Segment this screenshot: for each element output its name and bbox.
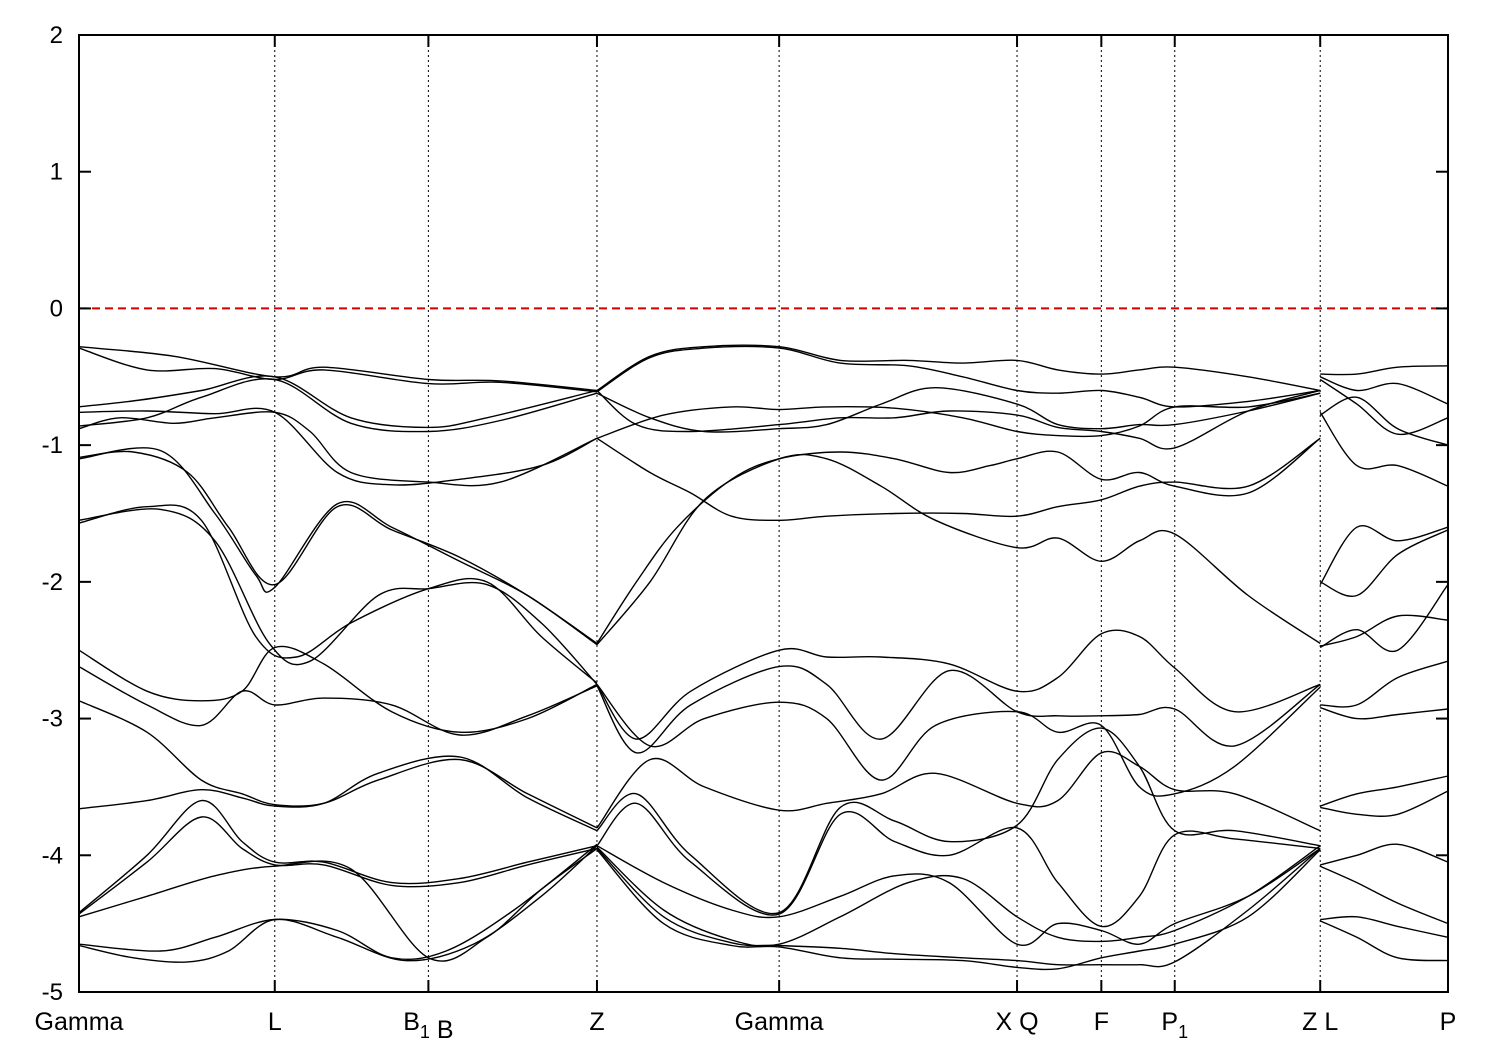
band-line-31 xyxy=(596,727,1321,915)
band-line-45 xyxy=(1319,584,1449,653)
kpoint-label-6: F xyxy=(1094,1008,1109,1036)
band-line-0 xyxy=(78,346,598,392)
band-line-30 xyxy=(596,750,1321,832)
kpoint-label-8: Z L xyxy=(1302,1008,1338,1036)
band-line-34 xyxy=(596,845,1321,947)
band-line-53 xyxy=(1319,920,1449,962)
band-line-9 xyxy=(78,504,598,684)
band-line-50 xyxy=(1320,843,1449,866)
band-line-6 xyxy=(78,450,598,644)
band-line-21 xyxy=(596,386,1321,433)
band-line-15 xyxy=(78,816,598,915)
band-line-47 xyxy=(1319,706,1449,720)
kpoint-label-1: L xyxy=(268,1008,282,1036)
y-tick-label-3: -2 xyxy=(42,569,63,596)
kpoint-label-0: Gamma xyxy=(35,1008,124,1036)
band-line-40 xyxy=(1319,396,1449,446)
kpoint-label-3: Z xyxy=(589,1008,604,1036)
band-line-25 xyxy=(596,437,1321,644)
band-line-24 xyxy=(596,437,1321,522)
band-line-32 xyxy=(596,802,1321,928)
band-line-8 xyxy=(78,508,598,685)
plot-frame xyxy=(78,34,1449,993)
x-axis-kpoint-labels: Gamma L B1 B Z Gamma X Q F P1 Z L P xyxy=(35,35,1457,1044)
band-line-26 xyxy=(596,453,1321,646)
y-tick-label-7: 2 xyxy=(50,22,63,49)
band-line-19 xyxy=(596,344,1321,392)
band-line-38 xyxy=(1319,376,1449,405)
band-line-51 xyxy=(1319,865,1449,925)
band-line-20 xyxy=(596,345,1321,408)
band-line-48 xyxy=(1319,775,1449,807)
y-tick-label-2: -3 xyxy=(42,706,63,733)
kpoint-label-5: X Q xyxy=(995,1008,1038,1036)
band-line-16 xyxy=(78,847,598,962)
band-line-44 xyxy=(1320,614,1449,647)
band-line-43 xyxy=(1319,524,1449,585)
band-line-17 xyxy=(78,843,598,960)
band-line-49 xyxy=(1320,790,1449,817)
kpoint-label-4: Gamma xyxy=(735,1008,824,1036)
band-line-18 xyxy=(78,845,598,963)
band-line-23 xyxy=(596,392,1321,439)
band-line-12 xyxy=(78,700,598,829)
band-line-33 xyxy=(596,845,1321,947)
band-line-42 xyxy=(1319,529,1449,598)
band-line-28 xyxy=(596,665,1321,754)
kpoint-label-9: P xyxy=(1440,1008,1457,1036)
kpoint-label-7: P1 xyxy=(1161,1008,1188,1042)
band-line-13 xyxy=(78,755,598,832)
y-tick-label-1: -4 xyxy=(42,842,63,869)
band-line-37 xyxy=(1320,365,1449,376)
y-tick-label-0: -5 xyxy=(42,979,63,1006)
band-line-2 xyxy=(78,375,598,429)
band-line-1 xyxy=(78,347,598,393)
band-line-29 xyxy=(596,683,1321,797)
y-tick-label-6: 1 xyxy=(50,159,63,186)
band-line-14 xyxy=(78,799,598,914)
band-line-22 xyxy=(596,389,1321,450)
band-line-52 xyxy=(1320,915,1449,938)
band-line-27 xyxy=(596,629,1321,740)
kpoint-label-2: B1 B xyxy=(403,1008,453,1044)
y-tick-label-4: -1 xyxy=(42,432,63,459)
band-lines xyxy=(78,344,1449,971)
band-line-7 xyxy=(78,447,598,646)
band-line-5 xyxy=(78,411,598,487)
band-line-41 xyxy=(1319,411,1449,487)
band-line-35 xyxy=(596,847,1321,968)
y-tick-label-5: 0 xyxy=(50,295,63,322)
band-line-3 xyxy=(78,378,598,433)
y-axis-ticks: -5 -4 -3 -2 -1 0 1 2 xyxy=(42,22,1448,1006)
band-line-36 xyxy=(596,849,1321,971)
band-line-46 xyxy=(1320,660,1449,708)
band-line-11 xyxy=(78,665,598,736)
band-line-39 xyxy=(1319,378,1449,435)
band-line-4 xyxy=(78,407,598,486)
